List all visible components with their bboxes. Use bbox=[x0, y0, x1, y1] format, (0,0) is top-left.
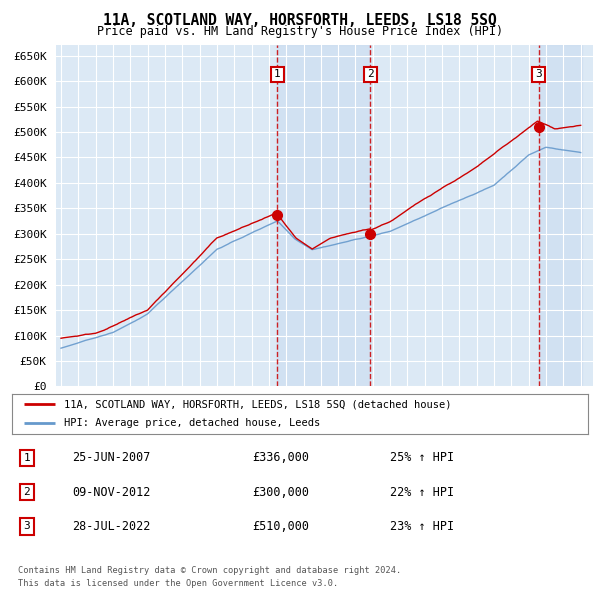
Text: 22% ↑ HPI: 22% ↑ HPI bbox=[390, 486, 454, 499]
Text: 23% ↑ HPI: 23% ↑ HPI bbox=[390, 520, 454, 533]
Text: £300,000: £300,000 bbox=[252, 486, 309, 499]
Text: 2: 2 bbox=[367, 70, 374, 80]
Text: 2: 2 bbox=[23, 487, 31, 497]
Text: Contains HM Land Registry data © Crown copyright and database right 2024.: Contains HM Land Registry data © Crown c… bbox=[18, 566, 401, 575]
Text: £510,000: £510,000 bbox=[252, 520, 309, 533]
Bar bbox=[277, 45, 370, 386]
Text: 1: 1 bbox=[274, 70, 281, 80]
Text: Price paid vs. HM Land Registry's House Price Index (HPI): Price paid vs. HM Land Registry's House … bbox=[97, 25, 503, 38]
Text: 11A, SCOTLAND WAY, HORSFORTH, LEEDS, LS18 5SQ (detached house): 11A, SCOTLAND WAY, HORSFORTH, LEEDS, LS1… bbox=[64, 399, 451, 409]
Text: HPI: Average price, detached house, Leeds: HPI: Average price, detached house, Leed… bbox=[64, 418, 320, 428]
Text: This data is licensed under the Open Government Licence v3.0.: This data is licensed under the Open Gov… bbox=[18, 579, 338, 588]
Text: 3: 3 bbox=[535, 70, 542, 80]
Text: 3: 3 bbox=[23, 522, 31, 531]
Text: 28-JUL-2022: 28-JUL-2022 bbox=[72, 520, 151, 533]
Bar bbox=[539, 45, 582, 386]
Text: 1: 1 bbox=[23, 453, 31, 463]
Text: 09-NOV-2012: 09-NOV-2012 bbox=[72, 486, 151, 499]
Text: £336,000: £336,000 bbox=[252, 451, 309, 464]
Text: 25% ↑ HPI: 25% ↑ HPI bbox=[390, 451, 454, 464]
Text: 11A, SCOTLAND WAY, HORSFORTH, LEEDS, LS18 5SQ: 11A, SCOTLAND WAY, HORSFORTH, LEEDS, LS1… bbox=[103, 13, 497, 28]
Text: 25-JUN-2007: 25-JUN-2007 bbox=[72, 451, 151, 464]
